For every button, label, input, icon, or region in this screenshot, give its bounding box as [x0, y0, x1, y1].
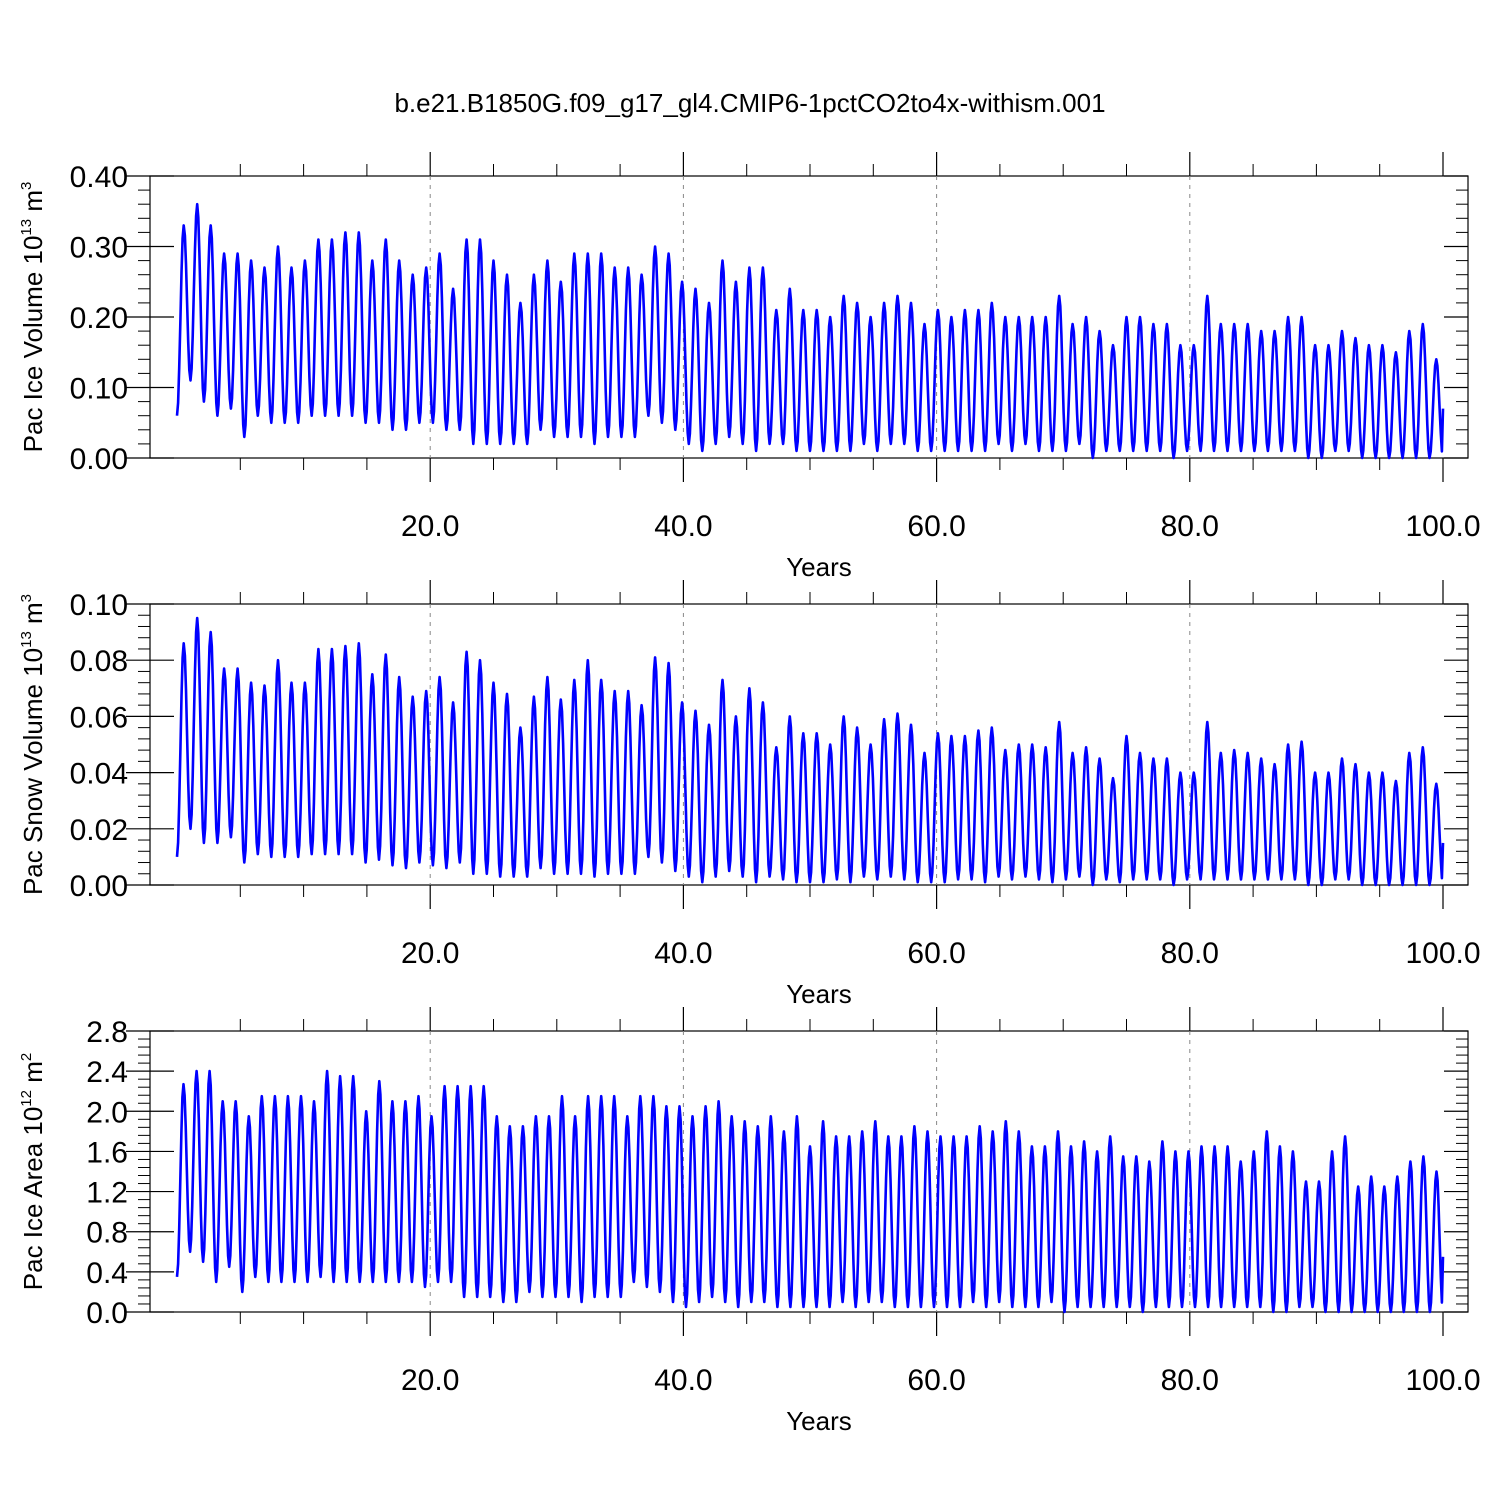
y-axis-label: Pac Snow Volume 1013 m3 [18, 594, 48, 895]
series-line [175, 1069, 1445, 1314]
series-line [175, 202, 1445, 460]
y-tick-label: 0.00 [70, 443, 128, 476]
y-tick-label: 0.40 [70, 161, 128, 194]
y-tick-label: 2.0 [86, 1096, 128, 1129]
y-tick-label: 0.4 [86, 1257, 128, 1290]
x-tick-label: 40.0 [654, 937, 712, 970]
plot-frame [149, 603, 1469, 886]
y-tick-label: 0.08 [70, 645, 128, 678]
x-tick-label: 40.0 [654, 510, 712, 543]
y-axis-label: Pac Ice Area 1012 m2 [18, 1053, 48, 1290]
x-tick-label: 100.0 [1405, 937, 1480, 970]
panel-3: 20.0 40.0 60.0 80.0 100.0 0.0 0.4 0.8 1.2 1.6 2.0 2… [18, 1007, 1481, 1436]
x-axis-label: Years [786, 552, 852, 582]
y-tick-label: 0.00 [70, 870, 128, 903]
y-tick-label: 0.20 [70, 302, 128, 335]
x-tick-label: 20.0 [401, 1364, 459, 1397]
x-tick-label: 20.0 [401, 937, 459, 970]
x-tick-label: 100.0 [1405, 510, 1480, 543]
y-tick-label: 0.0 [86, 1297, 128, 1330]
y-tick-label: 1.6 [86, 1136, 128, 1169]
x-axis-label: Years [786, 979, 852, 1009]
x-tick-label: 60.0 [907, 1364, 965, 1397]
y-tick-label: 0.10 [70, 373, 128, 406]
y-axis-label: Pac Ice Volume 1013 m3 [18, 182, 48, 453]
y-tick-label: 2.8 [86, 1016, 128, 1049]
x-tick-label: 100.0 [1405, 1364, 1480, 1397]
y-tick-label: 0.06 [70, 701, 128, 734]
x-tick-label: 20.0 [401, 510, 459, 543]
plot-frame [149, 1030, 1469, 1313]
y-tick-label: 2.4 [86, 1056, 128, 1089]
y-tick-label: 0.8 [86, 1217, 128, 1250]
series-line [175, 616, 1445, 887]
y-tick-label: 1.2 [86, 1177, 128, 1210]
figure-title: b.e21.B1850G.f09_g17_gl4.CMIP6-1pctCO2to… [394, 88, 1106, 118]
panel-1: 20.0 40.0 60.0 80.0 100.0 0.00 0.10 0.20 0.30 0.4… [18, 152, 1481, 582]
x-tick-label: 80.0 [1161, 510, 1219, 543]
x-tick-label: 80.0 [1161, 1364, 1219, 1397]
y-tick-label: 0.10 [70, 589, 128, 622]
panel-2: 20.0 40.0 60.0 80.0 100.0 0.00 0.02 0.04 0.06 0.0… [18, 580, 1481, 1009]
x-tick-label: 40.0 [654, 1364, 712, 1397]
x-tick-label: 60.0 [907, 937, 965, 970]
x-tick-label: 60.0 [907, 510, 965, 543]
x-axis-label: Years [786, 1406, 852, 1436]
y-tick-label: 0.04 [70, 758, 128, 791]
y-tick-label: 0.30 [70, 232, 128, 265]
y-tick-label: 0.02 [70, 814, 128, 847]
x-tick-label: 80.0 [1161, 937, 1219, 970]
